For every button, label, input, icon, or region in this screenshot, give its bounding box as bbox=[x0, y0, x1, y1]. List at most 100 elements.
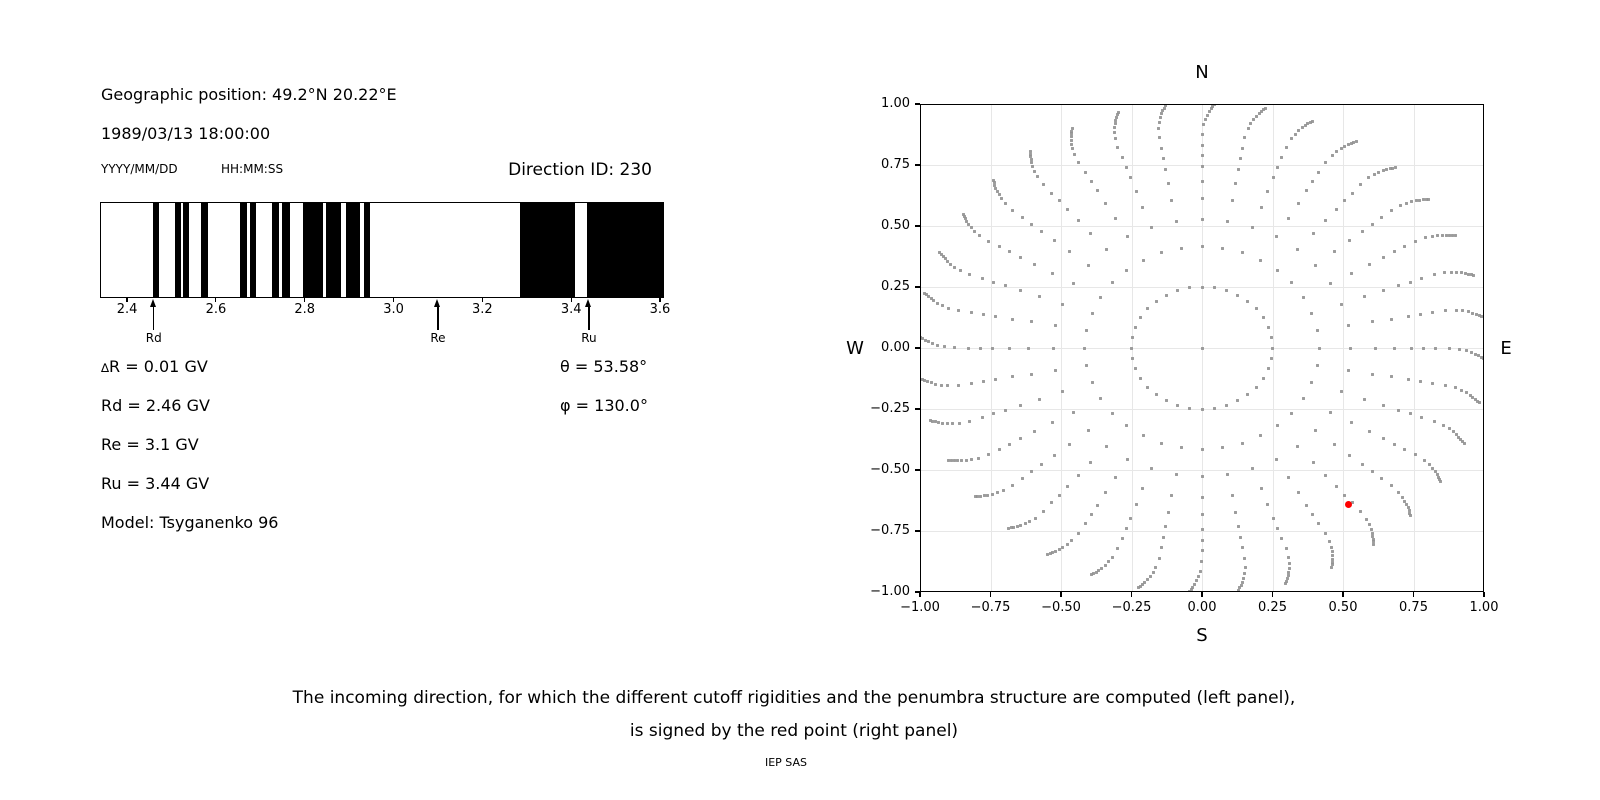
direction-grid-dot bbox=[1220, 246, 1224, 250]
direction-grid-dot bbox=[1030, 469, 1034, 473]
direction-grid-dot bbox=[1188, 406, 1192, 410]
direction-grid-dot bbox=[1284, 547, 1288, 551]
direction-grid-dot bbox=[982, 494, 986, 498]
direction-grid-dot bbox=[1224, 403, 1228, 407]
direction-grid-dot bbox=[1060, 302, 1064, 306]
direction-grid-dot bbox=[1031, 165, 1035, 169]
direction-grid-dot bbox=[1398, 204, 1402, 208]
direction-grid-dot bbox=[940, 304, 944, 308]
direction-grid-dot bbox=[1162, 106, 1166, 110]
direction-grid-dot bbox=[1438, 477, 1442, 481]
direction-grid-dot bbox=[1311, 180, 1315, 184]
direction-grid-dot bbox=[1447, 427, 1451, 431]
direction-grid-dot bbox=[992, 178, 996, 182]
direction-grid-dot bbox=[1235, 293, 1239, 297]
direction-grid-dot bbox=[1463, 271, 1467, 275]
direction-grid-dot bbox=[1363, 295, 1367, 299]
direction-grid-dot bbox=[1131, 357, 1135, 361]
penumbra-allowed-band bbox=[152, 202, 160, 298]
param-theta: θ = 53.58° bbox=[560, 357, 648, 376]
direction-grid-dot bbox=[920, 335, 922, 339]
direction-grid-dot bbox=[1349, 141, 1353, 145]
direction-grid-dot bbox=[1019, 403, 1023, 407]
direction-grid-dot bbox=[1459, 271, 1463, 275]
penumbra-allowed-band bbox=[250, 202, 257, 298]
direction-grid-dot bbox=[1157, 120, 1161, 124]
direction-grid-dot bbox=[970, 381, 974, 385]
direction-grid-dot bbox=[1333, 442, 1337, 446]
direction-grid-dot bbox=[1464, 349, 1468, 353]
direction-grid-dot bbox=[934, 382, 938, 386]
penumbra-allowed-band bbox=[239, 202, 247, 298]
direction-grid-dot bbox=[1323, 531, 1327, 535]
direction-grid-dot bbox=[1408, 514, 1412, 518]
direction-grid-dot bbox=[996, 491, 1000, 495]
direction-grid-dot bbox=[1099, 397, 1103, 401]
direction-grid-dot bbox=[1242, 576, 1246, 580]
direction-grid-dot bbox=[1065, 543, 1069, 547]
penumbra-allowed-band bbox=[520, 202, 576, 298]
direction-grid-dot bbox=[1230, 494, 1234, 498]
direction-grid-dot bbox=[927, 340, 931, 344]
direction-grid-dot bbox=[1418, 198, 1422, 202]
direction-grid-dot bbox=[968, 273, 972, 277]
direction-grid-dot bbox=[970, 311, 974, 315]
direction-grid-dot bbox=[1397, 408, 1401, 412]
direction-grid-dot bbox=[1261, 316, 1265, 319]
direction-grid-dot bbox=[1065, 485, 1069, 489]
x-axis-tick bbox=[1060, 592, 1062, 597]
direction-grid-dot bbox=[1480, 314, 1484, 318]
x-axis-tick bbox=[1342, 592, 1344, 597]
direction-grid-dot bbox=[968, 419, 972, 423]
direction-grid-dot bbox=[1280, 536, 1284, 540]
direction-grid-dot bbox=[1424, 235, 1428, 239]
direction-grid-dot bbox=[1350, 501, 1354, 505]
direction-grid-dot bbox=[1311, 512, 1315, 516]
x-axis-tick-label: −0.25 bbox=[1111, 600, 1152, 615]
direction-grid-dot bbox=[1116, 145, 1120, 149]
direction-grid-dot bbox=[1315, 364, 1319, 368]
direction-grid-dot bbox=[958, 269, 962, 273]
direction-grid-dot bbox=[1160, 112, 1164, 116]
penumbra-allowed-band bbox=[586, 202, 664, 298]
param-rd: Rd = 2.46 GV bbox=[101, 396, 210, 415]
direction-grid-dot bbox=[1444, 233, 1448, 237]
direction-grid-dot bbox=[1328, 540, 1332, 544]
direction-grid-dot bbox=[1157, 556, 1161, 560]
direction-grid-dot bbox=[939, 383, 943, 387]
re-arrow-shaft bbox=[437, 307, 439, 330]
direction-grid-dot bbox=[1439, 480, 1443, 484]
penumbra-x-tick bbox=[481, 298, 483, 302]
delta-r-value: R = 0.01 GV bbox=[109, 357, 208, 376]
direction-grid-dot bbox=[1474, 312, 1478, 316]
direction-grid-dot bbox=[1453, 234, 1457, 238]
x-axis-tick-label: −0.50 bbox=[1041, 600, 1081, 615]
direction-grid-dot bbox=[994, 186, 998, 190]
direction-grid-dot bbox=[1289, 137, 1293, 141]
direction-grid-dot bbox=[1110, 411, 1114, 415]
direction-grid-dot bbox=[1076, 531, 1080, 535]
direction-grid-dot bbox=[1090, 381, 1094, 385]
direction-grid-dot bbox=[1464, 391, 1468, 395]
direction-grid-dot bbox=[1057, 493, 1061, 497]
direction-grid-dot bbox=[1482, 316, 1484, 320]
direction-grid-dot bbox=[1287, 566, 1291, 570]
y-axis-tick-label: −1.00 bbox=[870, 584, 910, 599]
direction-grid-dot bbox=[1200, 217, 1204, 221]
direction-grid-dot bbox=[1008, 442, 1012, 446]
direction-grid-dot bbox=[1469, 273, 1473, 277]
direction-grid-dot bbox=[1370, 469, 1374, 473]
direction-grid-dot bbox=[1154, 565, 1158, 569]
direction-grid-dot bbox=[1067, 250, 1071, 254]
direction-grid-dot bbox=[992, 181, 996, 185]
direction-grid-dot bbox=[967, 222, 971, 226]
direction-grid-dot bbox=[963, 217, 967, 221]
direction-grid-dot bbox=[1092, 572, 1096, 576]
caption-line-2: is signed by the red point (right panel) bbox=[629, 721, 959, 741]
direction-grid-dot bbox=[1367, 263, 1371, 267]
direction-grid-dot bbox=[1065, 207, 1069, 211]
direction-grid-dot bbox=[1103, 563, 1107, 567]
direction-grid-dot bbox=[1276, 166, 1280, 170]
direction-grid-dot bbox=[931, 419, 935, 423]
direction-grid-dot bbox=[1011, 209, 1015, 213]
